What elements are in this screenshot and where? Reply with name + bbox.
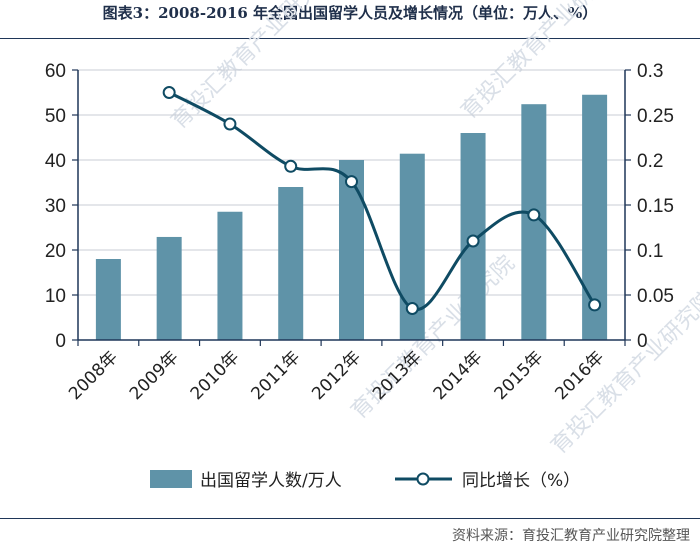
x-tick-label: 2014年 <box>430 347 487 404</box>
growth-point <box>223 117 237 131</box>
y-right-tick-label: 0 <box>637 331 648 352</box>
y-right-tick-label: 0.25 <box>637 106 674 127</box>
y-right-tick-label: 0.15 <box>637 196 674 217</box>
growth-point <box>345 175 358 189</box>
y-left-tick-label: 50 <box>45 106 66 127</box>
growth-point <box>162 86 176 99</box>
y-left-tick-label: 20 <box>45 241 66 262</box>
x-tick-label: 2010年 <box>187 347 244 404</box>
growth-point <box>405 302 419 315</box>
legend-swatch-marker <box>416 472 430 486</box>
y-left-tick-label: 10 <box>45 286 66 307</box>
bar <box>339 160 364 340</box>
y-left-tick-label: 0 <box>55 331 66 352</box>
y-right-tick-label: 0.1 <box>637 241 663 262</box>
y-right-tick-label: 0.05 <box>637 286 674 307</box>
bar <box>278 187 304 340</box>
bar <box>95 259 121 340</box>
x-tick-label: 2008年 <box>65 347 122 404</box>
y-left-tick-label: 30 <box>45 196 66 217</box>
y-right-tick-label: 0.3 <box>637 61 663 82</box>
x-tick-label: 2015年 <box>491 347 548 404</box>
bar <box>217 211 243 340</box>
legend-swatch-bar <box>150 470 192 488</box>
growth-point <box>466 234 480 248</box>
bar <box>156 236 182 340</box>
chart-title: 图表3：2008-2016 年全国出国留学人员及增长情况（单位：万人、%） <box>102 4 598 22</box>
source-note: 资料来源：育投汇教育产业研究院整理 <box>452 528 690 544</box>
y-left-tick-label: 40 <box>45 151 66 172</box>
x-tick-label: 2011年 <box>248 347 305 404</box>
growth-point <box>284 159 298 173</box>
growth-point <box>527 208 541 222</box>
watermark-text: 育投汇教育产业研究院 <box>167 0 340 134</box>
legend-label-line: 同比增长（%） <box>462 471 580 491</box>
y-left-tick-label: 60 <box>45 61 66 82</box>
growth-point <box>588 298 602 312</box>
legend-label-bar: 出国留学人数/万人 <box>200 471 342 491</box>
x-tick-label: 2009年 <box>126 347 183 404</box>
y-right-tick-label: 0.2 <box>637 151 663 172</box>
bottom-rule <box>0 518 700 519</box>
watermark-text: 育投汇教育产业研究院 <box>347 251 520 424</box>
top-rule <box>0 38 700 39</box>
